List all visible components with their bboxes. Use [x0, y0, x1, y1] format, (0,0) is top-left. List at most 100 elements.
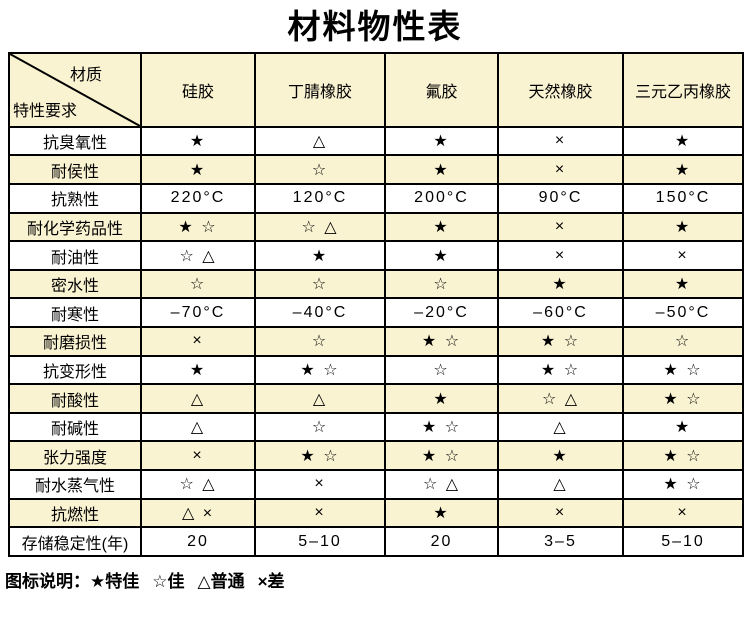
- value-cell: ×: [497, 211, 624, 243]
- value-cell: 5–10: [622, 526, 744, 557]
- table-row: 密水性 ☆ ☆ ☆ ★ ★: [8, 268, 744, 300]
- column-header: 丁腈橡胶: [254, 51, 386, 128]
- legend-item: △普通: [198, 572, 245, 591]
- value-cell: ★ ☆: [384, 440, 499, 472]
- value-cell: 5–10: [254, 526, 386, 557]
- value-cell: –40°C: [254, 297, 386, 329]
- value-cell: ★ ☆: [622, 383, 744, 414]
- material-properties-table: 材质 特性要求 硅胶 丁腈橡胶 氟胶 天然橡胶 三元乙丙橡胶 抗臭氧性 ★ △ ★ × ★…: [8, 51, 744, 557]
- value-cell: 20: [140, 526, 256, 557]
- table-row: 耐寒性 –70°C –40°C –20°C –60°C –50°C: [8, 297, 744, 329]
- value-cell: △: [140, 411, 256, 443]
- value-cell: ★: [140, 154, 256, 186]
- value-cell: ★ ☆: [384, 411, 499, 443]
- value-cell: △: [254, 383, 386, 414]
- value-cell: ☆ △: [140, 240, 256, 271]
- value-cell: ☆ △: [254, 211, 386, 243]
- property-name-cell: 耐侯性: [8, 154, 142, 186]
- value-cell: △: [140, 383, 256, 414]
- property-name-cell: 耐碱性: [8, 411, 142, 443]
- value-cell: 150°C: [622, 183, 744, 214]
- value-cell: ★: [140, 125, 256, 157]
- value-cell: ×: [140, 326, 256, 357]
- value-cell: ☆: [254, 268, 386, 300]
- value-cell: 120°C: [254, 183, 386, 214]
- value-cell: ★: [384, 125, 499, 157]
- value-cell: ★ ☆: [254, 354, 386, 386]
- star-filled-icon: ★: [90, 571, 106, 591]
- value-cell: ★: [497, 440, 624, 472]
- property-name-cell: 耐油性: [8, 240, 142, 271]
- table-row: 耐油性 ☆ △ ★ ★ × ×: [8, 240, 744, 271]
- column-header: 氟胶: [384, 51, 499, 128]
- value-cell: ★ ☆: [497, 354, 624, 386]
- value-cell: ★: [254, 240, 386, 271]
- property-name-cell: 耐磨损性: [8, 326, 142, 357]
- property-name-cell: 耐酸性: [8, 383, 142, 414]
- property-name-cell: 张力强度: [8, 440, 142, 472]
- value-cell: ☆: [254, 154, 386, 186]
- property-name-cell: 抗变形性: [8, 354, 142, 386]
- value-cell: 3–5: [497, 526, 624, 557]
- value-cell: –20°C: [384, 297, 499, 329]
- value-cell: ☆: [140, 268, 256, 300]
- table-row: 张力强度 × ★ ☆ ★ ☆ ★ ★ ☆: [8, 440, 744, 472]
- value-cell: 20: [384, 526, 499, 557]
- value-cell: ★: [622, 411, 744, 443]
- corner-label-property: 特性要求: [13, 102, 78, 120]
- value-cell: ☆: [384, 354, 499, 386]
- value-cell: ★ ☆: [384, 326, 499, 357]
- corner-label-material: 材质: [69, 66, 102, 84]
- column-header: 三元乙丙橡胶: [622, 51, 744, 128]
- property-name-cell: 耐水蒸气性: [8, 469, 142, 500]
- value-cell: –60°C: [497, 297, 624, 329]
- value-cell: ×: [497, 154, 624, 186]
- value-cell: ×: [622, 497, 744, 529]
- value-cell: ☆: [254, 326, 386, 357]
- table-row: 耐化学药品性 ★ ☆ ☆ △ ★ × ★: [8, 211, 744, 243]
- page-title: 材料物性表: [287, 8, 463, 45]
- value-cell: ★: [384, 211, 499, 243]
- value-cell: ★ ☆: [622, 440, 744, 472]
- value-cell: ×: [254, 497, 386, 529]
- table-row: 耐磨损性 × ☆ ★ ☆ ★ ☆ ☆: [8, 326, 744, 357]
- table-row: 耐碱性 △ ☆ ★ ☆ △ ★: [8, 411, 744, 443]
- table-body: 抗臭氧性 ★ △ ★ × ★ 耐侯性 ★ ☆ ★ × ★ 抗熟性 220°C 120°C 200°C 90°C 1…: [8, 125, 744, 557]
- value-cell: ★: [384, 240, 499, 271]
- value-cell: △ ×: [140, 497, 256, 529]
- legend-meaning: 普通: [210, 571, 245, 591]
- value-cell: ★: [140, 354, 256, 386]
- value-cell: ×: [254, 469, 386, 500]
- property-name-cell: 抗熟性: [8, 183, 142, 214]
- column-header: 天然橡胶: [497, 51, 624, 128]
- legend-meaning: 差: [267, 571, 285, 591]
- value-cell: ☆: [622, 326, 744, 357]
- table-row: 抗变形性 ★ ★ ☆ ☆ ★ ☆ ★ ☆: [8, 354, 744, 386]
- value-cell: –50°C: [622, 297, 744, 329]
- table-row: 耐侯性 ★ ☆ ★ × ★: [8, 154, 744, 186]
- value-cell: ×: [497, 125, 624, 157]
- value-cell: ×: [622, 240, 744, 271]
- legend-item: ★特佳: [90, 572, 139, 591]
- property-name-cell: 存储稳定性(年): [8, 526, 142, 557]
- legend: 图标说明：★特佳 ☆佳 △普通 ×差: [5, 567, 750, 592]
- value-cell: 90°C: [497, 183, 624, 214]
- star-outline-icon: ☆: [152, 571, 168, 591]
- value-cell: ★: [384, 154, 499, 186]
- value-cell: ★ ☆: [140, 211, 256, 243]
- value-cell: ☆ △: [384, 469, 499, 500]
- table-header: 材质 特性要求 硅胶 丁腈橡胶 氟胶 天然橡胶 三元乙丙橡胶: [8, 51, 744, 128]
- property-name-cell: 耐化学药品性: [8, 211, 142, 243]
- value-cell: ☆ △: [140, 469, 256, 500]
- value-cell: △: [497, 469, 624, 500]
- value-cell: ★: [384, 497, 499, 529]
- value-cell: 220°C: [140, 183, 256, 214]
- value-cell: 200°C: [384, 183, 499, 214]
- table-row: 抗熟性 220°C 120°C 200°C 90°C 150°C: [8, 183, 744, 214]
- value-cell: ★ ☆: [497, 326, 624, 357]
- value-cell: ★: [622, 268, 744, 300]
- value-cell: ☆: [254, 411, 386, 443]
- value-cell: ★: [497, 268, 624, 300]
- legend-label: 图标说明：: [5, 571, 90, 591]
